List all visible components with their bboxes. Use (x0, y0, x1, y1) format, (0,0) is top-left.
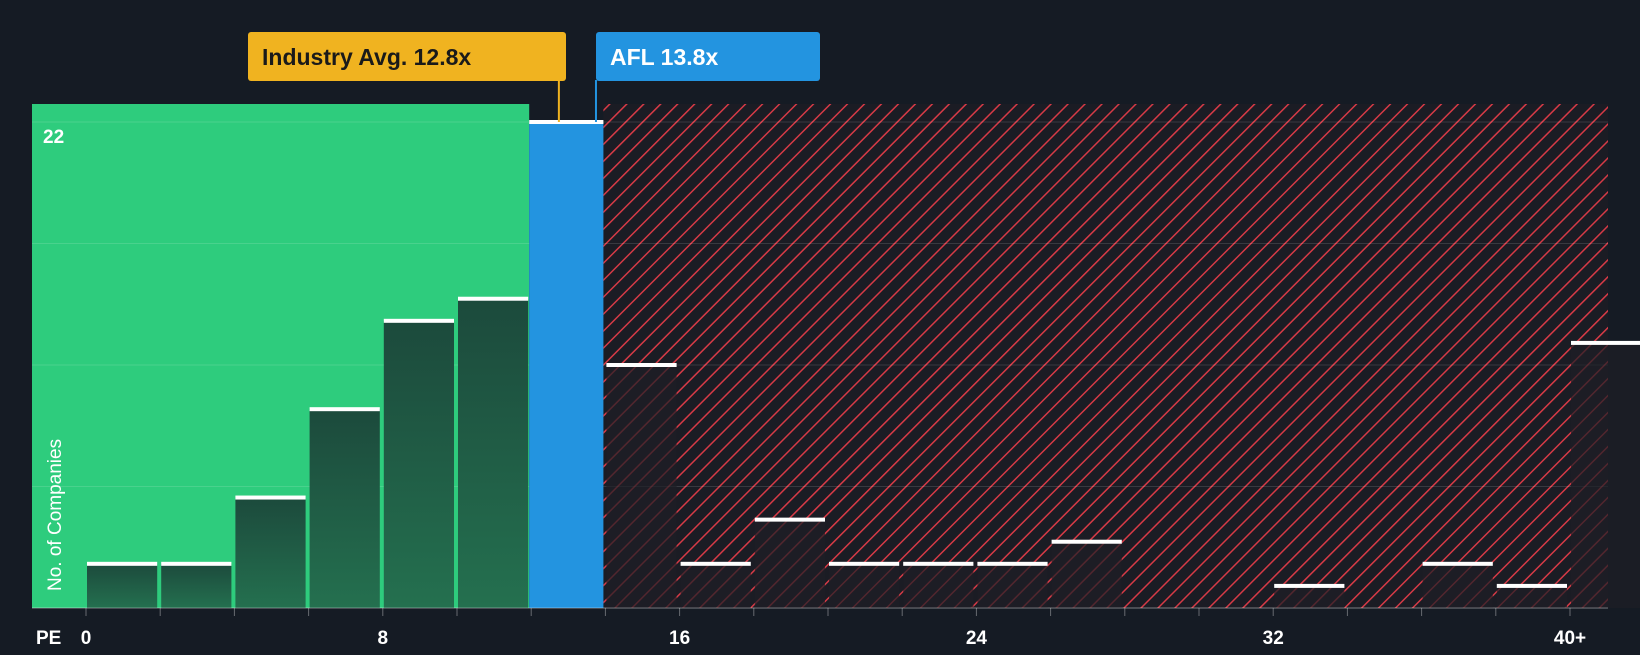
bar (829, 563, 900, 608)
x-tick-label: 24 (966, 628, 988, 649)
bar (161, 563, 232, 608)
bar-cap (977, 561, 1048, 566)
x-tick-label: 0 (81, 628, 92, 649)
bar (977, 563, 1048, 608)
bar-cap (458, 296, 529, 301)
bar (1274, 585, 1345, 608)
bar-cap (309, 407, 380, 412)
bar-cap (87, 561, 158, 566)
bar-cap (161, 561, 232, 566)
x-tick-label: 32 (1263, 628, 1284, 649)
bar (1571, 342, 1640, 608)
bar (754, 519, 825, 608)
bar (235, 497, 306, 608)
x-axis-label: PE (36, 628, 61, 649)
x-tick-label: 8 (378, 628, 389, 649)
industry-avg-label: Industry Avg. 12.8x (262, 44, 471, 70)
bar-cap (1571, 340, 1640, 345)
bar (1422, 563, 1493, 608)
bar (1051, 541, 1122, 608)
bar (458, 298, 529, 608)
bar-cap (1051, 539, 1122, 544)
bar-cap (754, 517, 825, 522)
company-label: AFL 13.8x (610, 44, 718, 70)
bar-cap (680, 561, 751, 566)
company-label-box (596, 32, 820, 81)
bar-cap (903, 561, 974, 566)
y-max-label: 22 (43, 127, 64, 148)
bar (606, 365, 677, 608)
bar-cap (529, 120, 604, 124)
bar (680, 563, 751, 608)
x-tick-label: 16 (669, 628, 690, 649)
bar-cap (606, 363, 677, 367)
bar-cap (235, 495, 306, 500)
x-tick-label: 40+ (1554, 628, 1586, 649)
bar (1496, 585, 1567, 608)
highlight-bar (529, 122, 604, 608)
bar (87, 563, 158, 608)
bar-cap (829, 561, 900, 566)
overvalued-zone (603, 104, 1608, 608)
bar (383, 320, 454, 608)
industry-avg-label-box (248, 32, 566, 81)
bar (309, 409, 380, 608)
bar-cap (1496, 583, 1567, 588)
bar-cap (1274, 583, 1345, 588)
bar-cap (1422, 561, 1493, 566)
bar (903, 563, 974, 608)
y-axis-label: No. of Companies (45, 439, 66, 591)
bar-cap (383, 318, 454, 323)
